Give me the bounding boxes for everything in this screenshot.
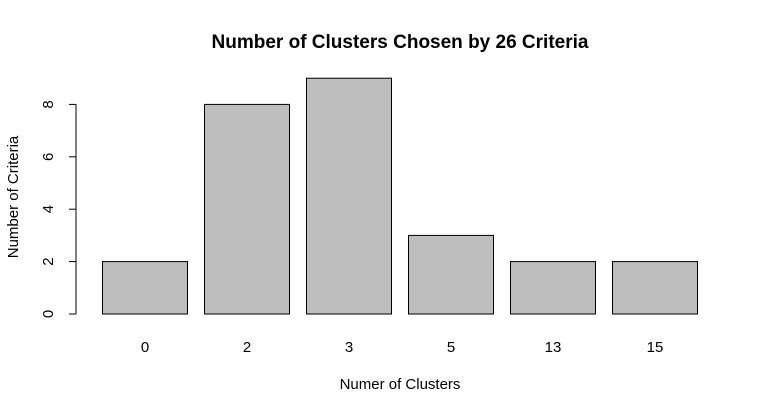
- x-tick-label: 13: [545, 339, 562, 356]
- x-tick-label: 2: [243, 339, 251, 356]
- y-tick-label: 0: [40, 310, 57, 318]
- chart-title: Number of Clusters Chosen by 26 Criteria: [212, 32, 589, 53]
- y-axis-label: Number of Criteria: [5, 135, 22, 258]
- bar-5: [408, 234, 494, 315]
- x-tick-label: 0: [141, 339, 149, 356]
- x-tick-label: 5: [447, 339, 455, 356]
- y-tick-label: 6: [40, 153, 57, 161]
- y-tick-label: 2: [40, 257, 57, 265]
- x-tick-label: 3: [345, 339, 353, 356]
- y-tick-label: 8: [40, 100, 57, 108]
- x-tick-labels: 0 2 3 5 13 15: [141, 339, 664, 356]
- y-axis: 0 2 4 6 8: [40, 100, 77, 318]
- bar-0: [102, 261, 188, 315]
- bar-2: [204, 103, 290, 315]
- bars-group: [102, 77, 698, 315]
- bar-3: [306, 77, 392, 315]
- bar-13: [510, 261, 596, 315]
- y-tick-label: 4: [40, 205, 57, 213]
- bar-15: [612, 261, 698, 315]
- x-tick-label: 15: [647, 339, 664, 356]
- x-axis-label: Numer of Clusters: [340, 376, 461, 393]
